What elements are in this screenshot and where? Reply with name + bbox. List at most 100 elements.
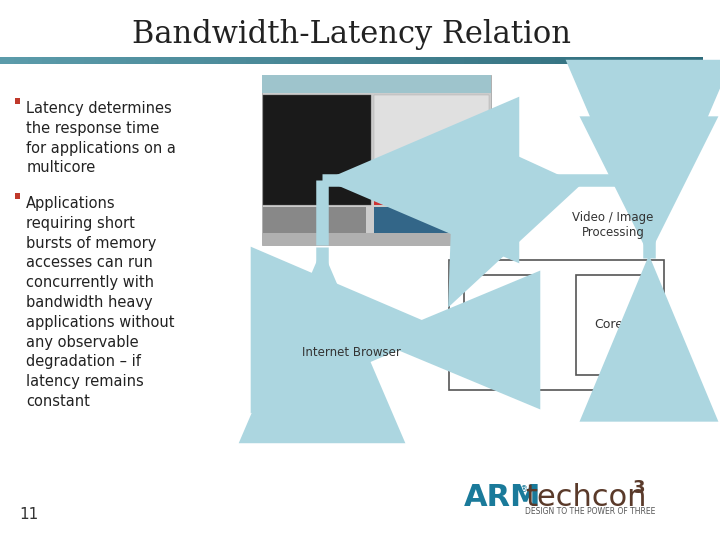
Bar: [534, 57, 542, 64]
Bar: [35, 57, 43, 64]
Bar: [422, 57, 430, 64]
Bar: [56, 57, 64, 64]
Bar: [21, 57, 29, 64]
Bar: [478, 57, 486, 64]
Bar: [618, 57, 626, 64]
Bar: [264, 207, 366, 243]
Bar: [654, 57, 662, 64]
Bar: [435, 167, 464, 205]
Text: Video / Image
Processing: Video / Image Processing: [572, 211, 654, 239]
Bar: [261, 233, 491, 245]
Bar: [239, 57, 247, 64]
Bar: [49, 57, 57, 64]
Bar: [127, 57, 135, 64]
Text: techcon: techcon: [525, 483, 647, 512]
Bar: [359, 57, 366, 64]
Bar: [133, 57, 142, 64]
Bar: [400, 57, 408, 64]
Bar: [632, 57, 640, 64]
Text: Bandwidth-Latency Relation: Bandwidth-Latency Relation: [132, 19, 571, 51]
Bar: [548, 57, 556, 64]
Bar: [626, 57, 634, 64]
Bar: [604, 57, 612, 64]
Bar: [492, 57, 500, 64]
Bar: [155, 57, 163, 64]
Bar: [264, 95, 371, 205]
Bar: [71, 57, 78, 64]
Bar: [189, 57, 198, 64]
Bar: [197, 57, 204, 64]
Bar: [77, 57, 85, 64]
Bar: [344, 57, 352, 64]
Bar: [667, 57, 675, 64]
Bar: [583, 57, 591, 64]
Bar: [682, 57, 690, 64]
Bar: [246, 57, 254, 64]
Bar: [464, 57, 472, 64]
Bar: [330, 57, 338, 64]
Text: ARM: ARM: [464, 483, 541, 512]
Bar: [14, 57, 22, 64]
Bar: [232, 57, 240, 64]
Bar: [7, 57, 15, 64]
Bar: [387, 57, 395, 64]
Bar: [183, 57, 191, 64]
Bar: [436, 57, 444, 64]
Bar: [253, 57, 261, 64]
Bar: [91, 57, 99, 64]
Bar: [527, 57, 535, 64]
Bar: [274, 57, 282, 64]
Bar: [393, 57, 402, 64]
Text: DESIGN TO THE POWER OF THREE: DESIGN TO THE POWER OF THREE: [525, 508, 655, 516]
Bar: [323, 57, 331, 64]
Bar: [555, 57, 563, 64]
Bar: [316, 57, 324, 64]
Bar: [0, 57, 8, 64]
Text: Core1: Core1: [594, 319, 631, 332]
Bar: [428, 57, 436, 64]
Bar: [576, 275, 649, 375]
Bar: [148, 57, 156, 64]
Bar: [520, 57, 528, 64]
Bar: [372, 57, 380, 64]
Bar: [288, 57, 296, 64]
Bar: [225, 57, 233, 64]
Bar: [675, 57, 683, 64]
Bar: [120, 57, 127, 64]
Bar: [365, 57, 374, 64]
Bar: [450, 57, 458, 64]
Bar: [281, 57, 289, 64]
Bar: [639, 57, 647, 64]
Bar: [14, 98, 20, 104]
Bar: [374, 95, 489, 165]
Bar: [140, 57, 148, 64]
Bar: [379, 57, 387, 64]
Bar: [176, 57, 184, 64]
Bar: [590, 57, 598, 64]
Text: ®: ®: [520, 485, 528, 495]
Bar: [261, 75, 491, 93]
Bar: [168, 57, 176, 64]
Bar: [351, 57, 359, 64]
Bar: [267, 57, 275, 64]
Bar: [374, 167, 432, 205]
Bar: [569, 57, 577, 64]
Bar: [408, 57, 415, 64]
Bar: [42, 57, 50, 64]
Bar: [415, 57, 423, 64]
Bar: [611, 57, 619, 64]
Bar: [28, 57, 36, 64]
Bar: [63, 57, 71, 64]
Bar: [688, 57, 696, 64]
Bar: [597, 57, 606, 64]
Bar: [443, 57, 451, 64]
Bar: [218, 57, 226, 64]
Bar: [506, 57, 514, 64]
Bar: [456, 57, 464, 64]
Bar: [260, 57, 268, 64]
Bar: [576, 57, 584, 64]
Bar: [541, 57, 549, 64]
Bar: [499, 57, 507, 64]
Bar: [84, 57, 92, 64]
Text: 3: 3: [632, 479, 645, 497]
